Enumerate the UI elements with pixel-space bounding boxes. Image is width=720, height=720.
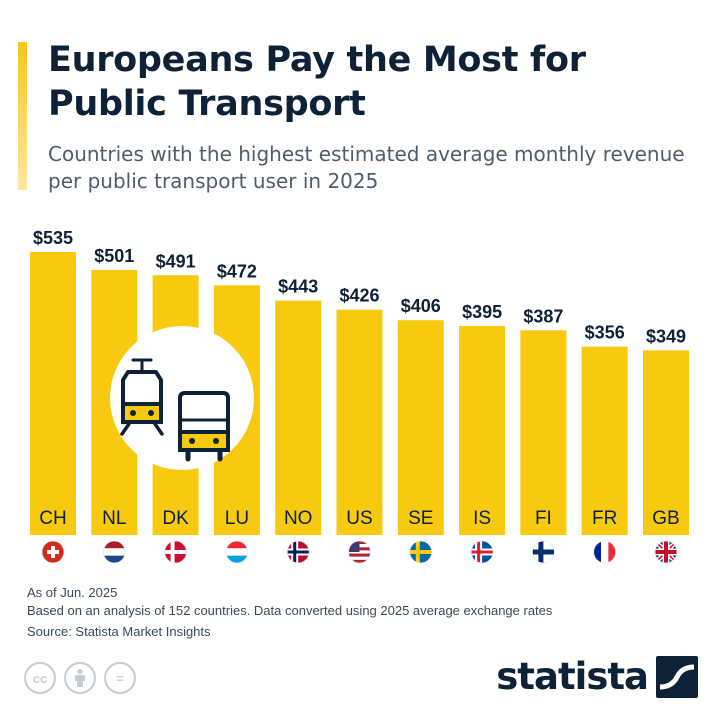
title-accent-bar <box>18 42 27 190</box>
value-label: $395 <box>462 302 502 322</box>
bar-us <box>336 309 383 535</box>
cc-icon[interactable]: cc <box>24 662 56 694</box>
flags-layer <box>41 540 678 564</box>
no-derivatives-icon[interactable]: = <box>104 662 136 694</box>
statista-logo[interactable]: statista <box>496 655 698 698</box>
category-label: CH <box>39 508 66 529</box>
flag-se-icon <box>409 540 433 564</box>
tram-icon <box>120 358 164 436</box>
bar-fi <box>520 330 567 535</box>
transport-illustration <box>110 326 254 470</box>
value-label: $406 <box>401 296 441 316</box>
flag-dk-icon <box>164 540 188 564</box>
flag-us-icon <box>348 540 371 564</box>
bar-se <box>397 320 444 535</box>
flag-ch-icon <box>41 540 65 564</box>
chart-title: Europeans Pay the Most for Public Transp… <box>48 40 586 124</box>
value-label: $356 <box>585 323 625 343</box>
value-label: $501 <box>94 246 134 266</box>
category-label: NL <box>102 508 126 529</box>
value-label: $387 <box>523 306 563 326</box>
category-label: IS <box>473 508 491 529</box>
category-label: GB <box>652 508 679 529</box>
bar-ch <box>30 252 76 535</box>
source-note: Source: Statista Market Insights <box>27 624 211 639</box>
category-label: LU <box>225 508 249 529</box>
chart-subtitle: Countries with the highest estimated ave… <box>48 142 685 193</box>
flag-nl-icon <box>102 540 126 564</box>
bus-icon <box>178 391 230 462</box>
labels-layer: $535 CH $501 NL $491 DK $472 LU $443 NO $426 US $406… <box>33 228 686 529</box>
license-icons: cc = <box>24 662 136 694</box>
value-label: $535 <box>33 228 73 248</box>
flag-no-icon <box>286 540 310 564</box>
flag-lu-icon <box>225 540 249 564</box>
footnotes: As of Jun. 2025 Based on an analysis of … <box>27 584 552 641</box>
bar-fr <box>581 346 628 535</box>
category-label: US <box>346 508 372 529</box>
flag-gb-icon <box>654 540 678 564</box>
value-label: $426 <box>339 286 379 306</box>
as-of-note: As of Jun. 2025 <box>27 585 118 600</box>
value-label: $472 <box>217 261 257 281</box>
flag-is-icon <box>470 540 494 564</box>
brand-wordmark: statista <box>496 655 649 698</box>
category-label: FR <box>592 508 617 529</box>
value-label: $349 <box>646 326 686 346</box>
category-label: DK <box>162 508 189 529</box>
methodology-note: Based on an analysis of 152 countries. D… <box>27 603 553 618</box>
bar-no <box>275 300 322 535</box>
category-label: NO <box>284 508 313 529</box>
flag-fi-icon <box>532 540 555 564</box>
value-label: $443 <box>278 277 318 297</box>
category-label: SE <box>408 508 433 529</box>
flag-fr-icon <box>593 540 617 564</box>
bar-gb <box>643 350 689 535</box>
value-label: $491 <box>156 251 196 271</box>
attribution-icon[interactable] <box>64 662 96 694</box>
bar-is <box>459 326 506 535</box>
category-label: FI <box>535 508 552 529</box>
brand-mark-icon <box>656 655 698 698</box>
